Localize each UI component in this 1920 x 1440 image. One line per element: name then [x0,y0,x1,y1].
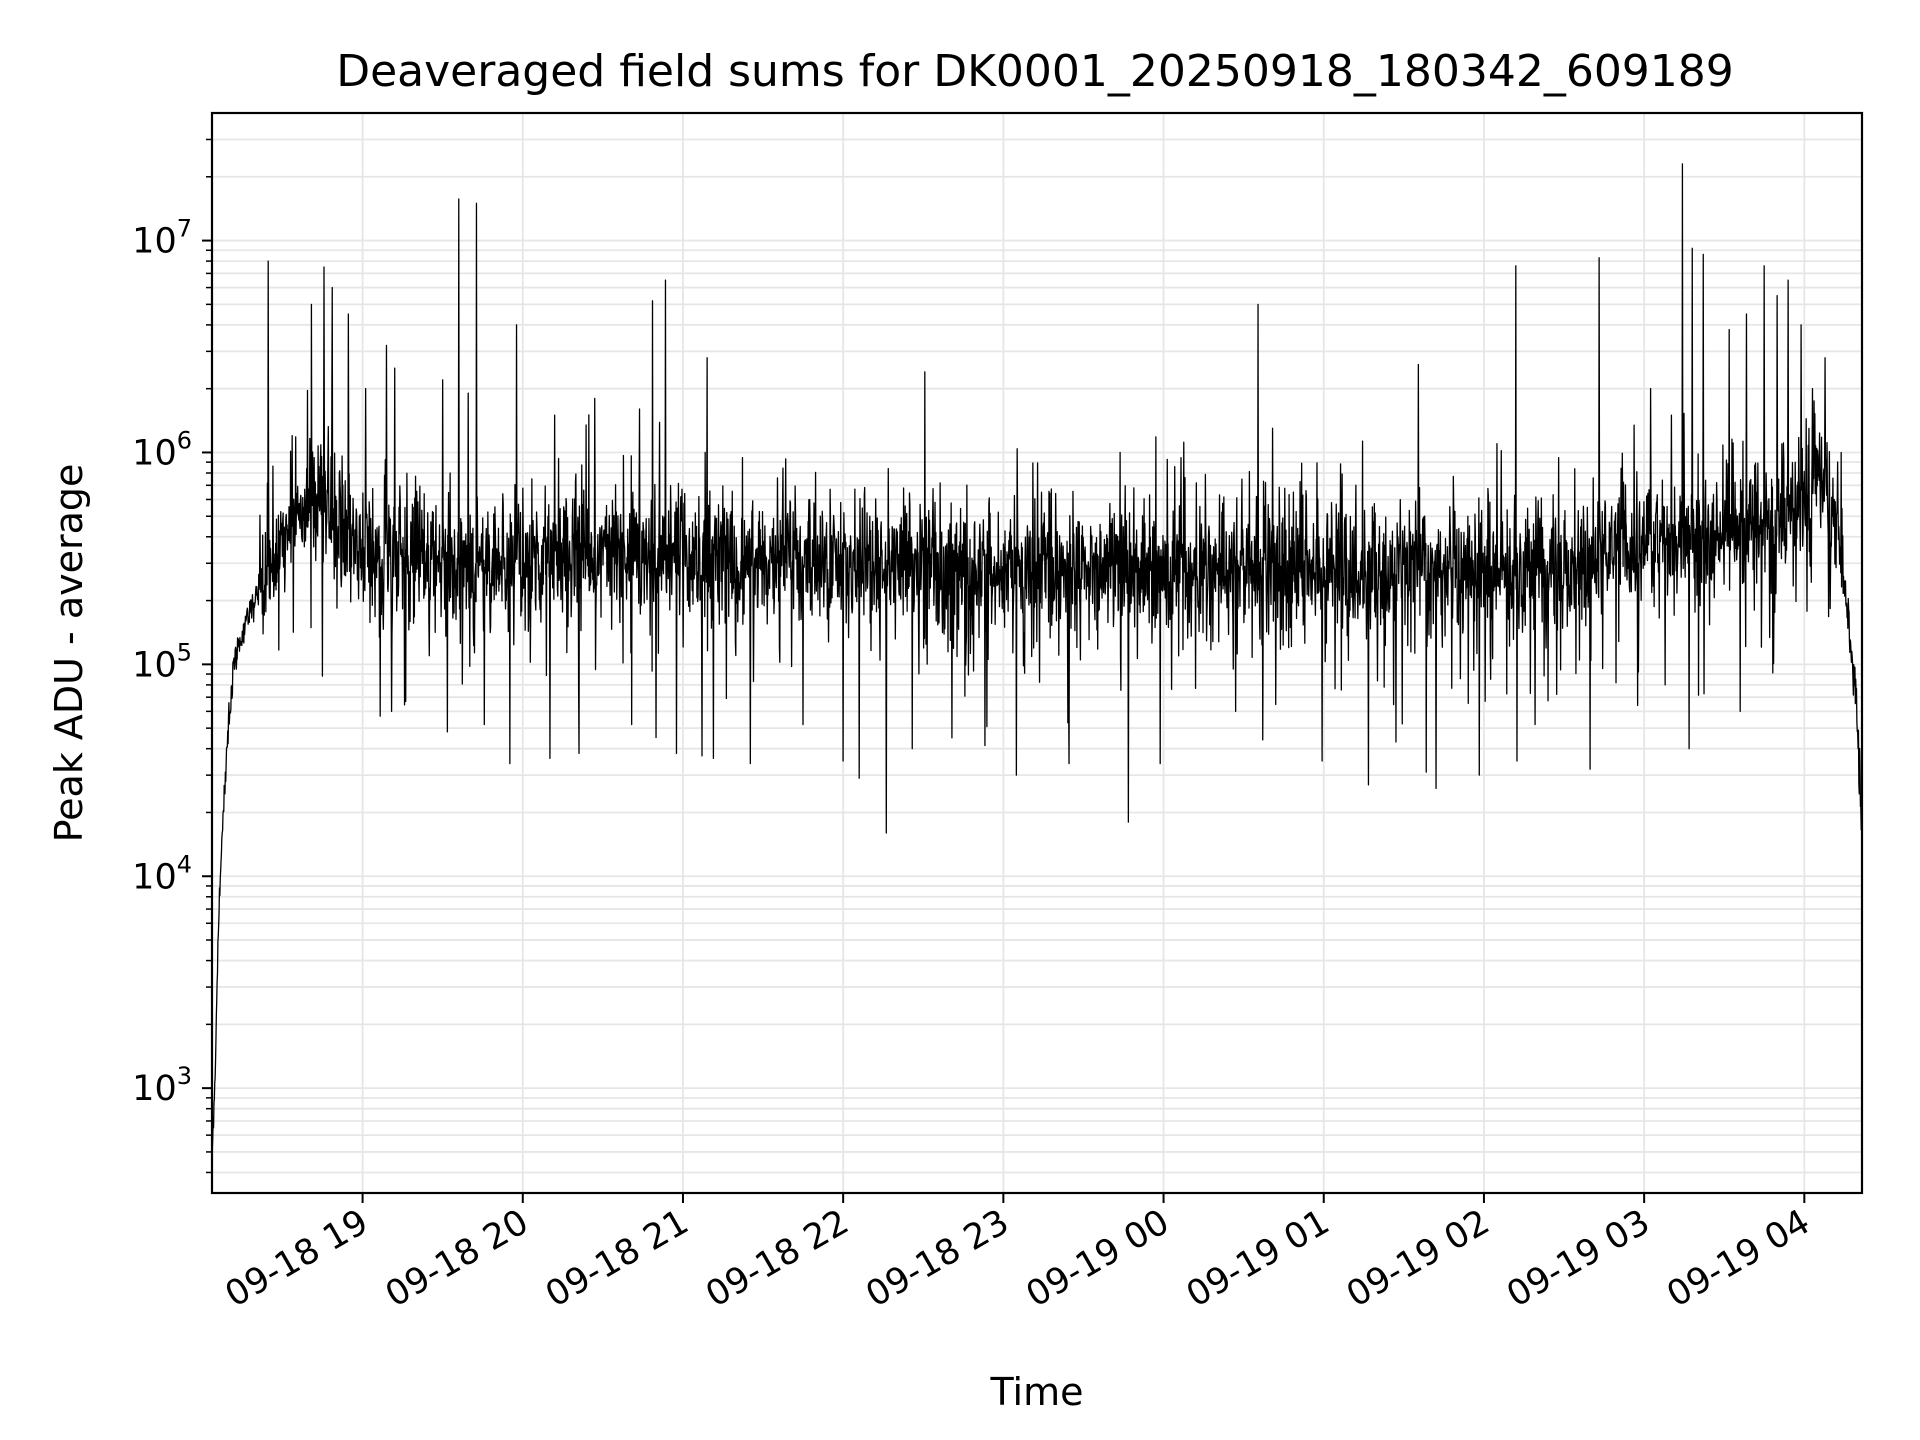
series-line [211,163,1863,1150]
y-tick-label: 103 [132,1062,192,1109]
series-layer [211,163,1863,1150]
y-tick-base: 10 [132,857,177,897]
y-tick-exponent: 6 [177,426,192,454]
grid [212,113,1862,1193]
plot-frame [210,111,1864,1195]
x-axis-label: Time [990,1370,1084,1414]
y-tick-base: 10 [132,222,177,262]
y-tick-base: 10 [132,433,177,473]
y-tick-exponent: 7 [177,215,192,243]
y-tick-label: 104 [132,850,192,897]
axes [210,111,1864,1195]
y-tick-label: 107 [132,215,192,262]
y-tick-label: 106 [132,426,192,473]
y-tick-base: 10 [132,1069,177,1109]
y-tick-exponent: 3 [177,1062,192,1090]
y-axis-label: Peak ADU - average [47,464,91,843]
y-tick-exponent: 4 [177,850,192,878]
y-tick-exponent: 5 [177,638,192,666]
y-tick-base: 10 [132,645,177,685]
chart-title: Deaveraged field sums for DK0001_2025091… [336,46,1734,97]
y-tick-label: 105 [132,638,192,685]
